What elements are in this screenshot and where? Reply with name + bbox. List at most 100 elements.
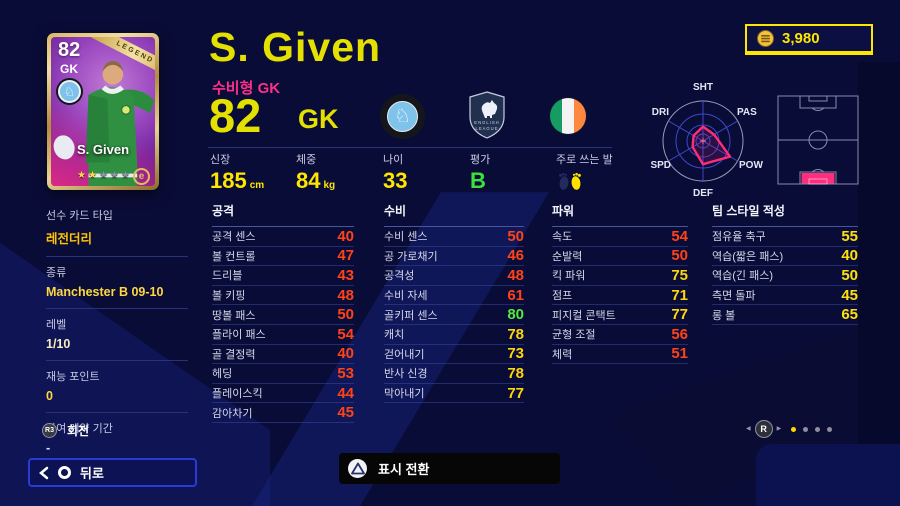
stat-value: 53 — [337, 364, 354, 382]
age-cell: 나이 33 — [383, 151, 469, 192]
league-name-line2: LEAGUE — [476, 126, 499, 131]
stat-value: 71 — [671, 286, 688, 304]
circle-button-icon — [58, 466, 71, 479]
sidebar-item-label: 레벨 — [46, 319, 67, 331]
display-toggle-button[interactable]: 표시 전환 — [339, 453, 560, 484]
stat-row: 땅볼 패스 50 — [212, 305, 354, 325]
sidebar-item-value: 0 — [46, 389, 53, 403]
sidebar-item-label: 종류 — [46, 267, 67, 279]
club-badge-horse-icon — [387, 101, 418, 132]
stat-column: 수비 수비 센스 50 공 가로채기 46 공격성 48 수비 자세 61 골키퍼 센스 80 캐치 7… — [384, 202, 524, 404]
stat-column-title: 팀 스타일 적성 — [712, 202, 858, 227]
stat-row: 공격성 48 — [384, 266, 524, 286]
stat-value: 73 — [507, 345, 524, 363]
page-switcher: ◀ R ▶ — [746, 420, 833, 438]
stat-value: 47 — [337, 247, 354, 265]
pager-dot[interactable] — [803, 426, 809, 432]
stat-row: 막아내기 77 — [384, 384, 524, 404]
height-cell: 신장 185 cm — [210, 151, 296, 192]
stat-column: 파워 속도 54 순발력 50 킥 파워 75 점프 71 피지컬 콘택트 77 균형 조절 56 체력 5… — [552, 202, 688, 365]
coin-icon — [757, 30, 774, 47]
stat-value: 50 — [841, 266, 858, 284]
stat-label: 골 결정력 — [212, 348, 256, 361]
flag-stripe-white — [562, 98, 574, 134]
stat-column: 공격 공격 센스 40 볼 컨트롤 47 드리블 43 볼 키핑 48 땅볼 패스 50 플라이 패스… — [212, 202, 354, 423]
stat-value: 40 — [841, 247, 858, 265]
pager-dots — [791, 426, 833, 432]
playing-style-label: 수비형 GK — [212, 80, 281, 97]
stat-value: 45 — [841, 286, 858, 304]
weight-label: 체중 — [296, 154, 317, 166]
card-stars: ★ ★ ★ ★ ★ — [77, 171, 130, 181]
stat-row: 점프 71 — [552, 286, 688, 306]
stat-row: 골 결정력 40 — [212, 345, 354, 365]
preferred-foot-icon — [559, 172, 581, 190]
player-card[interactable]: 82 GK LEGEND S. Given ★★★★★ e — [47, 33, 159, 190]
stat-label: 땅볼 패스 — [212, 309, 256, 322]
stat-label: 수비 센스 — [384, 231, 428, 244]
card-position: GK — [60, 62, 78, 76]
sidebar-item: 선수 카드 타입 레전더리 — [46, 200, 188, 257]
stat-row: 롱 볼 65 — [712, 305, 858, 325]
stat-label: 볼 컨트롤 — [212, 250, 256, 263]
stat-row: 감아차기 45 — [212, 403, 354, 423]
stat-label: 공격성 — [384, 270, 415, 283]
stat-row: 플라이 패스 54 — [212, 325, 354, 345]
stat-value: 54 — [337, 325, 354, 343]
card-star: ★ — [120, 170, 130, 181]
stat-value: 48 — [507, 266, 524, 284]
height-value: 185 — [210, 168, 247, 193]
stat-row: 역습(짧은 패스) 40 — [712, 247, 858, 267]
sidebar-item: 종류 Manchester B 09-10 — [46, 257, 188, 309]
stat-value: 44 — [337, 384, 354, 402]
stat-row: 볼 컨트롤 47 — [212, 247, 354, 267]
stat-row: 균형 조절 56 — [552, 325, 688, 345]
flag-stripe-green — [550, 98, 562, 134]
stat-label: 롱 볼 — [712, 309, 736, 322]
stat-value: 43 — [337, 266, 354, 284]
stat-value: 65 — [841, 306, 858, 324]
stat-label: 캐치 — [384, 329, 405, 342]
position-label: GK — [298, 104, 339, 134]
radar-label-spd: SPD — [650, 160, 671, 171]
back-button[interactable]: 뒤로 — [28, 458, 197, 487]
grade-value: B — [470, 168, 486, 193]
r3-button-icon[interactable]: R3 — [42, 423, 57, 438]
back-button-label: 뒤로 — [80, 466, 104, 481]
stat-value: 78 — [507, 325, 524, 343]
weight-unit: kg — [323, 180, 336, 191]
age-label: 나이 — [383, 154, 404, 166]
stat-value: 50 — [671, 247, 688, 265]
stat-value: 75 — [671, 266, 688, 284]
stat-label: 플라이 패스 — [212, 329, 266, 342]
rotate-hint[interactable]: R3 회전 — [42, 422, 89, 439]
pager-dot[interactable] — [827, 426, 833, 432]
stat-value: 40 — [337, 227, 354, 245]
stat-value: 61 — [507, 286, 524, 304]
stat-row: 피지컬 콘택트 77 — [552, 305, 688, 325]
card-rating: 82 — [58, 39, 81, 61]
stat-row: 드리블 43 — [212, 266, 354, 286]
stat-column-title: 공격 — [212, 202, 354, 227]
card-star: ★ — [109, 170, 119, 181]
stat-label: 드리블 — [212, 270, 243, 283]
club-badge — [380, 94, 425, 139]
stat-label: 헤딩 — [212, 368, 233, 381]
stat-row: 속도 54 — [552, 227, 688, 247]
stat-label: 역습(긴 패스) — [712, 270, 773, 283]
stat-column-title: 파워 — [552, 202, 688, 227]
stat-value: 78 — [507, 364, 524, 382]
preferred-foot-cell: 주로 쓰는 발 — [556, 151, 666, 198]
r-button-icon[interactable]: R — [754, 420, 773, 438]
sidebar-item: 잔여 계약 기간 - — [46, 413, 188, 464]
age-value: 33 — [383, 168, 408, 193]
stat-label: 피지컬 콘택트 — [552, 309, 616, 322]
pager-dot[interactable] — [815, 426, 821, 432]
pager-dot[interactable] — [791, 426, 797, 432]
sidebar-item: 재능 포인트 0 — [46, 361, 188, 413]
league-badge: ENGLISH LEAGUE — [469, 91, 505, 139]
radar-label-sht: SHT — [693, 82, 713, 93]
sidebar-item-label: 재능 포인트 — [46, 371, 100, 383]
coin-amount: 3,980 — [782, 30, 820, 47]
info-divider — [208, 147, 612, 148]
